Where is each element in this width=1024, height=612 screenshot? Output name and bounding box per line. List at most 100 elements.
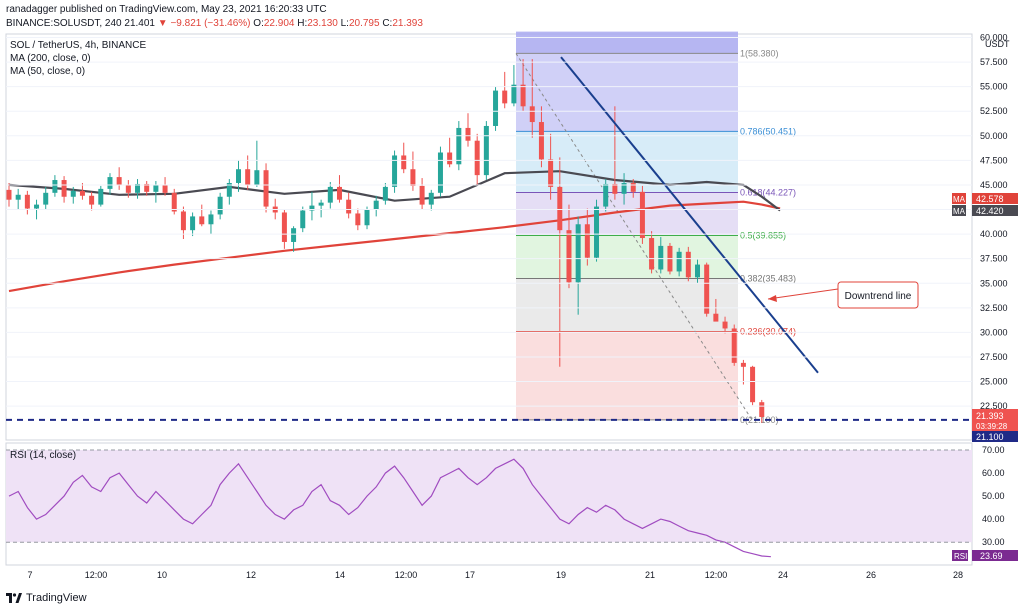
candle — [621, 173, 627, 205]
candle-body — [511, 84, 517, 104]
candle-body — [153, 184, 159, 192]
candle-body — [493, 90, 499, 126]
high-label: H: — [297, 18, 308, 29]
candle-body — [34, 204, 40, 209]
candle-body — [594, 206, 600, 258]
last-price: 21.401 — [124, 18, 155, 29]
time-tick-label: 24 — [778, 570, 788, 580]
candle-body — [722, 321, 728, 329]
candle — [685, 246, 691, 282]
candle-body — [144, 183, 150, 192]
candle — [217, 192, 223, 220]
candle-body — [410, 169, 416, 186]
candle-body — [24, 194, 30, 209]
candle-body — [419, 185, 425, 205]
candle — [107, 173, 113, 195]
candle — [437, 146, 443, 197]
time-tick-label: 14 — [335, 570, 345, 580]
time-tick-label: 12:00 — [85, 570, 108, 580]
candle-body — [309, 205, 315, 211]
candle-body — [52, 180, 58, 193]
ma200-path — [8, 200, 781, 293]
downtrend-callout[interactable]: Downtrend line — [767, 281, 919, 309]
close-label: C: — [382, 18, 393, 29]
candle-body — [217, 196, 223, 215]
tradingview-logo-icon — [6, 593, 22, 603]
candle — [529, 59, 535, 138]
candle — [291, 226, 297, 252]
candle-body — [79, 190, 85, 196]
candle — [263, 163, 269, 213]
candle — [226, 179, 232, 205]
candle — [355, 208, 361, 231]
candle — [456, 121, 462, 171]
publish-header: ranadagger published on TradingView.com,… — [0, 0, 1024, 34]
candle — [309, 191, 315, 221]
low-value: 20.795 — [348, 18, 380, 29]
ma200-badge-name: MA — [953, 195, 966, 204]
candle-body — [162, 184, 168, 193]
ma50-badge-value: 42.420 — [976, 206, 1004, 216]
candle-body — [759, 402, 765, 418]
candle — [713, 298, 719, 322]
price-tick-label: 47.500 — [980, 155, 1008, 165]
candle-body — [291, 228, 297, 242]
time-tick-label: 12:00 — [705, 570, 728, 580]
time-tick-label: 12:00 — [395, 570, 418, 580]
candle-body — [70, 190, 76, 197]
candle-body — [263, 170, 269, 207]
candle — [566, 204, 572, 289]
price-tick-label: 30.000 — [980, 327, 1008, 337]
candle-body — [254, 170, 260, 185]
candle — [483, 121, 489, 181]
candle-body — [281, 212, 287, 242]
publisher-line: ranadagger published on TradingView.com,… — [6, 4, 327, 15]
candle-body — [566, 230, 572, 283]
downtrend-line[interactable] — [560, 56, 819, 374]
candle — [493, 86, 499, 131]
candle-body — [676, 251, 682, 272]
tradingview-brand: TradingView — [26, 592, 87, 604]
candle-body — [135, 183, 141, 193]
fib-level-label: 0.236(30.074) — [740, 327, 796, 337]
price-tick-label: 37.500 — [980, 254, 1008, 264]
price-tick-label: 60.000 — [980, 33, 1008, 43]
candle — [79, 182, 85, 200]
candle — [750, 365, 756, 406]
candle-body — [649, 238, 655, 270]
fib-level-label: 0.786(50.451) — [740, 126, 796, 136]
candle — [98, 185, 104, 207]
candle — [254, 140, 260, 187]
open-value: 22.904 — [263, 18, 295, 29]
time-tick-label: 21 — [645, 570, 655, 580]
fib-zone — [516, 278, 738, 332]
price-tick-label: 35.000 — [980, 278, 1008, 288]
candle — [695, 259, 700, 284]
candle-body — [603, 183, 609, 207]
time-tick-label: 26 — [866, 570, 876, 580]
tradingview-footer: TradingView — [6, 592, 87, 604]
candle-body — [713, 313, 719, 322]
time-tick-label: 12 — [246, 570, 256, 580]
rsi-line — [8, 458, 771, 558]
symbol-ohlc-line: BINANCE:SOLUSDT, 240 21.401 ▼ −9.821 (−3… — [6, 18, 423, 29]
candle — [144, 181, 150, 196]
candle-body — [245, 169, 251, 185]
candle-body — [116, 177, 122, 185]
support-badge-value: 21.100 — [976, 432, 1004, 442]
candle — [43, 186, 49, 210]
close-value: 21.393 — [392, 18, 423, 29]
candle-body — [171, 192, 177, 212]
time-tick-label: 17 — [465, 570, 475, 580]
price-tick-label: 52.500 — [980, 106, 1008, 116]
candles — [6, 59, 765, 423]
candle-body — [750, 366, 756, 403]
price-tick-label: 40.000 — [980, 229, 1008, 239]
main-pane[interactable] — [5, 33, 973, 441]
time-tick-label: 7 — [27, 570, 32, 580]
candle-body — [125, 184, 131, 193]
candle-body — [180, 211, 186, 231]
candle-body — [107, 177, 113, 189]
time-tick-label: 10 — [157, 570, 167, 580]
